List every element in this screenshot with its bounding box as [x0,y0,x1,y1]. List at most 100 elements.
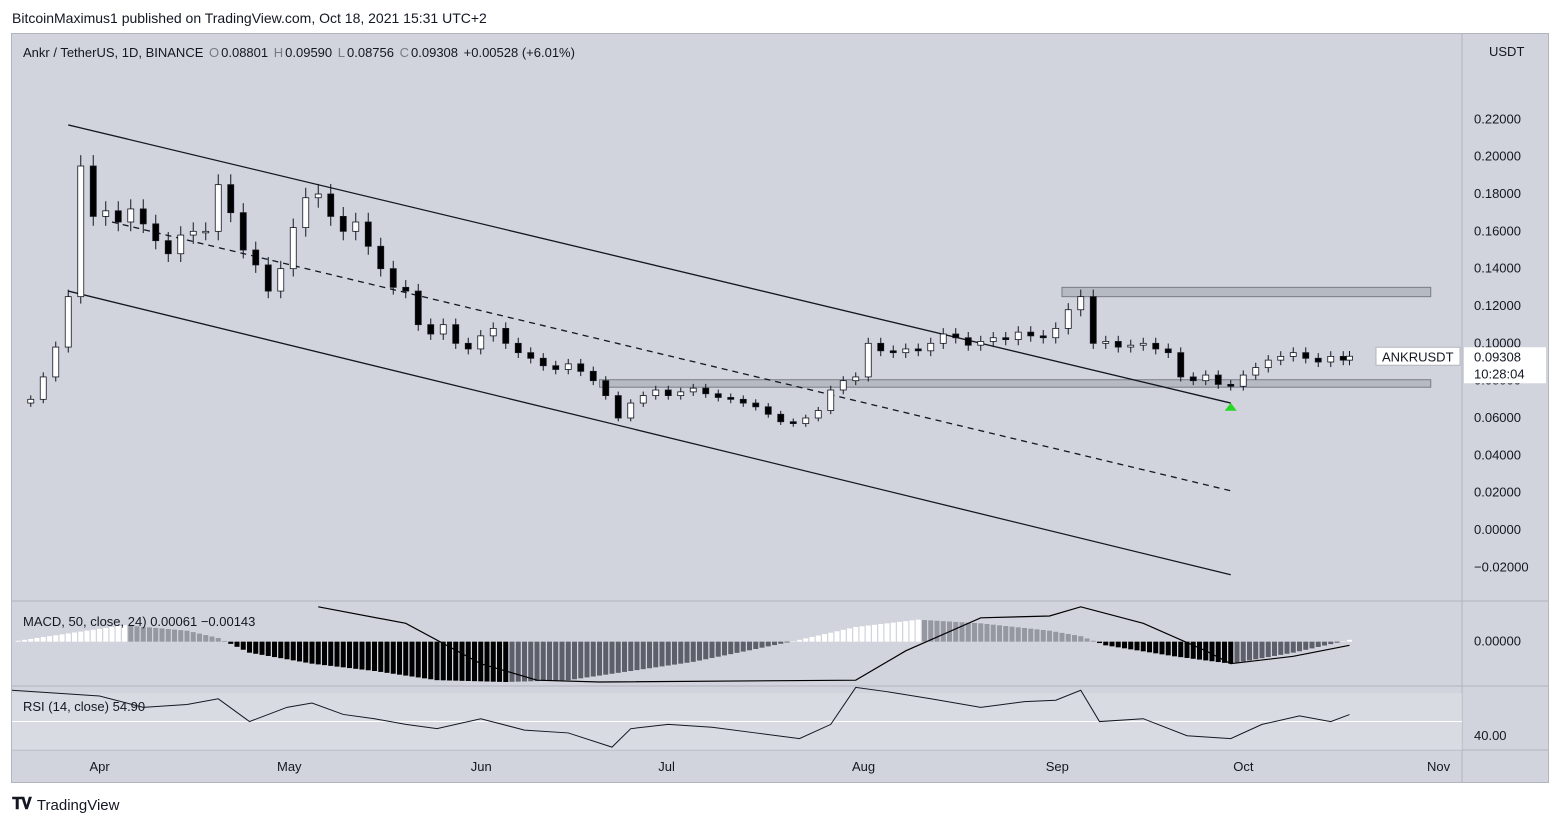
macd-bar [1215,641,1221,663]
macd-value-1: 0.00061 [150,614,198,629]
candle-body [1077,296,1085,311]
price-tick-label: 0.20000 [1474,149,1521,164]
macd-bar [840,629,846,642]
macd-bar [459,641,465,681]
macd-bar [465,641,471,681]
macd-bar [540,641,546,681]
macd-bar [184,630,190,642]
macd-bar [90,629,96,642]
candle-body [814,410,822,419]
candle-body [677,391,685,397]
candle-body [302,197,310,229]
macd-bar [978,623,984,642]
channel-mid-line [111,221,1231,492]
macd-bar [178,630,184,642]
macd-bar [384,641,390,673]
published-text: BitcoinMaximus1 published on TradingView… [12,10,487,26]
macd-bar [1309,641,1315,649]
candle-body [77,165,85,298]
price-tick-label: 0.18000 [1474,186,1521,201]
macd-bar [365,641,371,671]
macd-bar [503,641,509,682]
candle-body [339,215,347,232]
price-chart[interactable]: 0.22000 0.20000 0.18000 0.16000 0.14000 0.120… [12,34,1548,782]
candle-body [402,286,410,292]
macd-bar [1034,629,1040,642]
candle-body [1302,352,1310,359]
macd-bar [140,626,146,642]
macd-bar [578,641,584,679]
macd-bar [965,622,971,642]
macd-bar [1247,641,1252,661]
candle-body [389,268,397,288]
macd-bar [1078,636,1084,642]
x-tick-label: Nov [1427,759,1451,774]
rsi-tick-label: 40.00 [1474,728,1507,743]
macd-bar [684,641,690,663]
macd-bar [878,624,884,642]
macd-bar [353,641,359,669]
resistance-zone [1061,286,1432,298]
open-label: O [209,45,220,60]
candle-body [777,413,785,423]
macd-bar [215,638,221,642]
macd-bar [753,641,759,649]
candle-body [102,210,110,217]
candle-body [739,398,747,404]
candle-body [564,363,572,370]
ticker-badge-label: ANKRUSDT [1382,349,1454,364]
macd-bar [328,641,334,666]
publisher-caption: BitcoinMaximus1 published on TradingView… [12,10,487,26]
macd-bar [915,619,921,642]
macd-bar [40,637,46,642]
candle-body [1064,309,1072,329]
macd-bar [1084,638,1090,642]
candle-body [914,348,922,352]
macd-bar [78,631,84,642]
low-label: L [337,45,345,60]
macd-bar [122,625,127,642]
candle-body [789,421,797,425]
macd-bar [790,641,796,642]
macd-bar [284,641,290,660]
candle-body [464,342,472,350]
candle-body [264,264,272,292]
macd-bar [334,641,340,667]
macd-bar [228,641,234,644]
macd-bar [1153,641,1159,654]
candle-body [1114,341,1122,348]
macd-bar [940,621,946,642]
candle-body [114,210,122,223]
macd-bar [1297,641,1302,652]
candle-body [1164,348,1172,354]
macd-bar [15,640,21,642]
candle-body [352,221,360,232]
candle-body [1039,335,1047,339]
macd-bar [772,641,777,646]
candle-body [427,324,435,335]
macd-bar [1328,641,1334,645]
macd-bar [603,641,609,675]
macd-bar [865,625,871,642]
candle-body [864,342,872,378]
macd-bar [165,629,171,642]
macd-bar [859,626,865,642]
macd-bar [72,632,77,642]
macd-bar [65,633,71,642]
footer-brand[interactable]: TradingView [36,796,120,814]
rsi-value: 54.90 [112,699,146,714]
macd-bar [478,641,484,682]
macd-bar [834,631,840,642]
macd-bar [615,641,621,673]
macd-bar [240,641,246,650]
candle-body [414,290,422,326]
macd-bar [1040,630,1046,642]
candle-body [539,357,547,367]
macd-bar [515,641,521,682]
macd-bar [897,621,902,642]
macd-bar [1134,641,1140,651]
ticker-badge: ANKRUSDT [1375,346,1461,366]
macd-bar [1178,641,1184,658]
candle-body [939,333,947,344]
macd-bar [928,620,934,642]
